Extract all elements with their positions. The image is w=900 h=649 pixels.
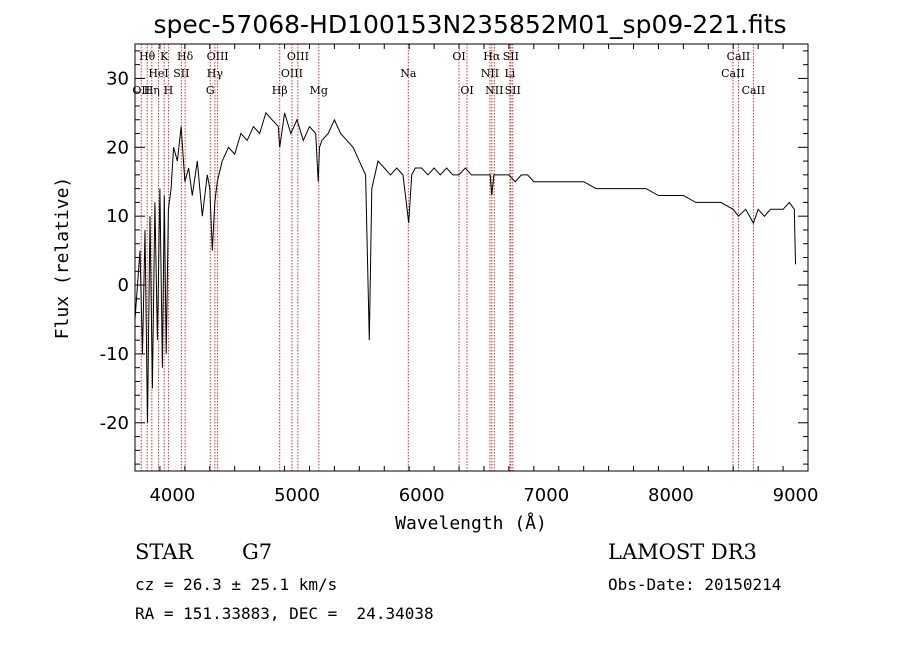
- x-tick-label: 8000: [648, 485, 694, 506]
- spectral-line-label: OIII: [281, 67, 303, 80]
- x-tick-label: 6000: [399, 485, 445, 506]
- y-tick-label: -10: [100, 344, 129, 365]
- spectral-line-label: OIII: [207, 50, 229, 63]
- spectral-line-markers: [140, 44, 754, 471]
- spectrum-line: [134, 111, 796, 423]
- observation-date: Obs-Date: 20150214: [608, 575, 782, 594]
- y-tick-label: 20: [106, 137, 129, 158]
- spectral-line-label: Hβ: [272, 84, 288, 97]
- x-tick-label: 7000: [523, 485, 569, 506]
- spectral-line-label: Hδ: [177, 50, 194, 63]
- spectral-line-label: K: [160, 50, 169, 63]
- object-subclass: G7: [242, 540, 273, 564]
- survey-name: LAMOST DR3: [608, 540, 757, 564]
- x-tick-label: 5000: [274, 485, 320, 506]
- spectral-line-label: NII: [481, 67, 499, 80]
- redshift-velocity: cz = 26.3 ± 25.1 km/s: [135, 575, 338, 594]
- spectral-line-label: NII: [485, 84, 503, 97]
- spectral-line-label: Hθ: [139, 50, 156, 63]
- spectral-line-label: CaII: [721, 67, 745, 80]
- spectral-line-label: SII: [173, 67, 189, 80]
- spectral-line-label: H: [164, 84, 174, 97]
- spectral-line-label: Hα: [483, 50, 501, 63]
- chart-title: spec-57068-HD100153N235852M01_sp09-221.f…: [153, 10, 786, 39]
- spectral-line-label: OI: [452, 50, 465, 63]
- x-tick-label: 4000: [149, 485, 195, 506]
- spectral-line-label: Li: [504, 67, 515, 80]
- spectral-line-labels: OII Hθ Hη HeI K H SII Hδ G Hγ OIII Hβ OIII OIII Mg Na OI…: [132, 50, 765, 97]
- spectral-line-label: Hη: [144, 84, 160, 97]
- y-tick-label: 30: [106, 68, 129, 89]
- x-axis-label: Wavelength (Å): [395, 512, 547, 534]
- spectral-line-label: CaII: [727, 50, 751, 63]
- y-tick-label: 0: [118, 275, 129, 296]
- object-class: STAR: [135, 540, 194, 564]
- spectral-line-label: Mg: [310, 84, 328, 97]
- plot-frame: [134, 43, 809, 472]
- spectral-line-label: SII: [503, 50, 519, 63]
- spectral-line-label: OII: [132, 84, 150, 97]
- spectral-line-label: SII: [505, 84, 521, 97]
- spectral-line-label: CaII: [742, 84, 766, 97]
- spectral-line-label: Hγ: [207, 67, 224, 80]
- spectral-line-label: HeI: [148, 67, 168, 80]
- ra-dec-coordinates: RA = 151.33883, DEC = 24.34038: [135, 604, 434, 623]
- spectral-line-label: OI: [460, 84, 473, 97]
- x-tick-label: 9000: [773, 485, 819, 506]
- spectral-line-label: Na: [400, 67, 417, 80]
- y-axis-label: Flux (relative): [52, 177, 73, 340]
- y-tick-label: -20: [100, 413, 129, 434]
- y-axis-ticks: -20 -10 0 10 20 30: [100, 50, 808, 465]
- spectral-line-label: G: [206, 84, 215, 97]
- x-axis-ticks: 4000 5000 6000 7000 8000 9000: [134, 44, 819, 506]
- y-tick-label: 10: [106, 206, 129, 227]
- spectral-line-label: OIII: [287, 50, 309, 63]
